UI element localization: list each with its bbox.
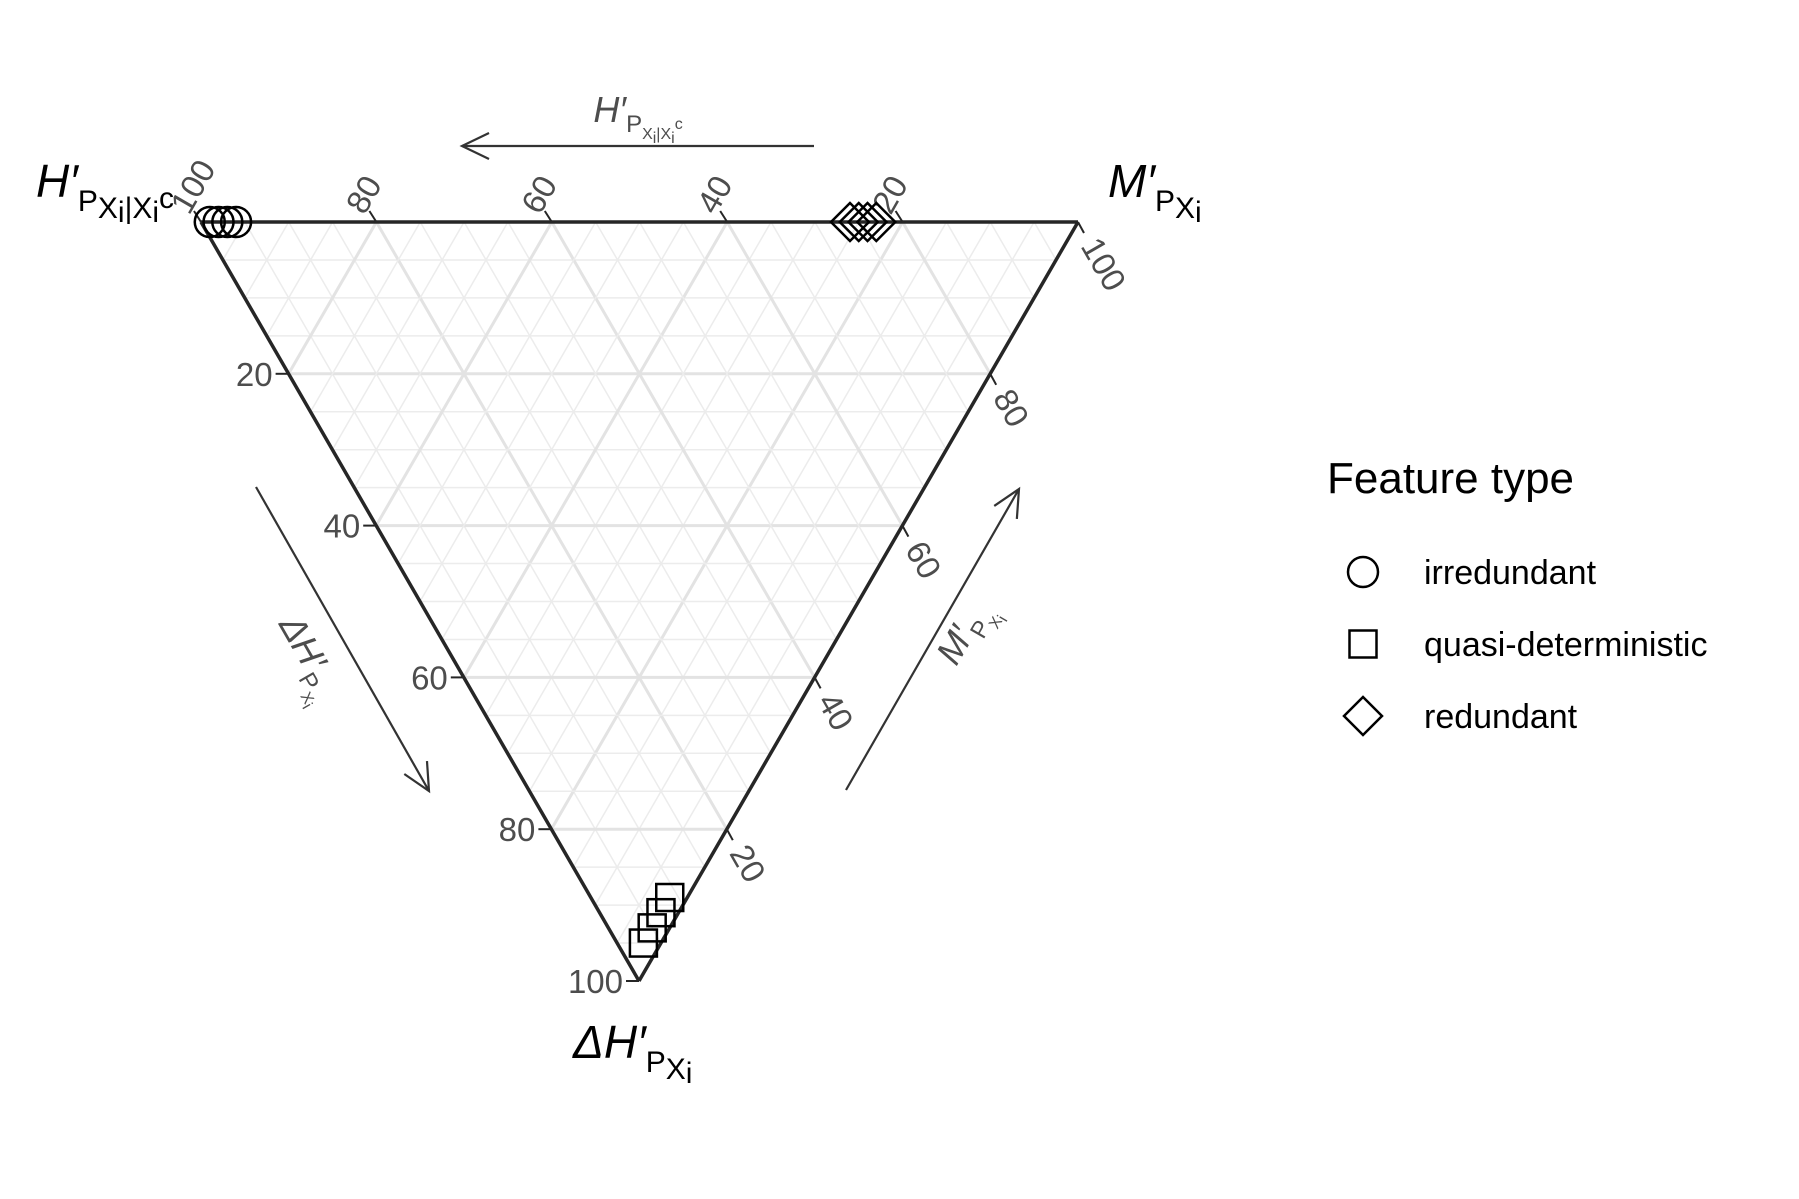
tick-mark-m-80 [989, 373, 998, 386]
grid-line-h-35 [485, 221, 772, 716]
tick-mark-h-40 [719, 210, 729, 223]
grid-line-h-25 [528, 221, 860, 792]
tick-label-h-80: 80 [338, 169, 388, 219]
tick-label-m-100: 100 [1074, 231, 1134, 297]
tick-mark-m-100 [1077, 221, 1085, 234]
grid-line-m-25 [419, 221, 750, 792]
point-irredundant-1 [202, 205, 235, 239]
point-redundant-1 [837, 201, 880, 243]
grid-line-m-5 [244, 221, 662, 944]
tick-label-dh-20: 20 [236, 356, 273, 393]
grid-line-m-15 [331, 221, 706, 868]
grid-line-h-90 [244, 221, 290, 299]
legend: Feature type irredundant quasi-determinist… [1327, 454, 1707, 737]
tick-label-dh-60: 60 [411, 659, 448, 696]
tick-mark-m-40 [813, 676, 822, 689]
grid-line-m-75 [858, 221, 969, 413]
arrow-left-head [403, 760, 431, 794]
legend-label-irredundant: irredundant [1424, 554, 1597, 592]
point-quasi-deterministic-2 [637, 913, 667, 943]
corner-label-top-right: M′PXi [1108, 155, 1202, 229]
tick-label-m-80: 80 [986, 383, 1036, 433]
point-redundant-2 [846, 201, 889, 243]
grid-line-h-5 [616, 221, 1035, 944]
corner-labels: H′PXi|Xic M′PXi ΔH′PXi [36, 155, 1202, 1090]
tick-label-h-40: 40 [689, 169, 739, 219]
arrow-right-shaft [845, 488, 1020, 791]
grid-line-h-85 [266, 221, 334, 337]
triangle-frame [199, 220, 1080, 982]
data-points [193, 201, 898, 958]
tick-label-m-40: 40 [811, 686, 861, 736]
grid-line-h-60 [374, 221, 554, 527]
point-quasi-deterministic-1 [646, 897, 676, 928]
tick-mark-h-20 [894, 210, 904, 223]
tick-label-h-20: 20 [865, 169, 915, 219]
frame-right-edge [637, 221, 1080, 982]
frame-left-edge [199, 221, 641, 982]
point-irredundant-3 [219, 205, 253, 239]
grid-line-h-75 [309, 221, 421, 413]
legend-label-quasi-deterministic: quasi-deterministic [1424, 626, 1707, 664]
tick-label-dh-80: 80 [499, 811, 536, 848]
corner-label-top-left: H′PXi|Xic [36, 155, 174, 229]
point-irredundant-2 [211, 205, 244, 239]
legend-key-irredundant [1346, 555, 1380, 589]
grid-line-m-60 [725, 221, 904, 527]
tick-label-m-60: 60 [898, 535, 948, 585]
grid-line-h-50 [419, 221, 641, 602]
arrow-right-head [993, 486, 1021, 520]
grid-line-m-80 [901, 221, 992, 375]
grid-line-m-65 [770, 221, 925, 489]
arrow-label-left: ΔH′PXi [256, 607, 350, 712]
tick-label-dh-100: 100 [568, 963, 623, 1000]
tick-mark-h-100 [193, 210, 202, 223]
grid-line-m-35 [507, 221, 794, 716]
grid-line-h-80 [287, 221, 378, 375]
grid-line-m-70 [814, 221, 947, 451]
corner-label-bottom: ΔH′PXi [572, 1016, 692, 1090]
tick-label-dh-40: 40 [323, 508, 360, 545]
legend-title: Feature type [1327, 454, 1574, 503]
tick-mark-h-80 [368, 210, 378, 223]
grid-line-h-55 [397, 221, 597, 564]
legend-key-quasi-deterministic [1348, 629, 1378, 659]
tick-label-m-20: 20 [723, 838, 773, 888]
grid-line-m-85 [945, 221, 1013, 337]
grid-line-h-70 [331, 221, 465, 451]
tick-mark-h-60 [543, 210, 553, 223]
grid-line-m-90 [989, 221, 1035, 299]
point-redundant-3 [855, 201, 898, 243]
legend-key-redundant [1342, 695, 1384, 737]
grid-line-m-45 [595, 221, 838, 640]
arrow-label-top: H′PXi|Xic [593, 89, 682, 147]
grid [222, 221, 1057, 944]
arrow-top-head [459, 131, 490, 161]
grid-line-m-55 [682, 221, 882, 564]
arrow-label-right: M′PXi [928, 592, 1012, 679]
arrow-left-shaft [255, 486, 430, 792]
grid-line-h-65 [353, 221, 509, 489]
tick-label-h-60: 60 [514, 169, 564, 219]
legend-label-redundant: redundant [1424, 698, 1578, 736]
grid-line-h-45 [441, 221, 684, 640]
point-quasi-deterministic-3 [628, 928, 659, 958]
point-irredundant-0 [193, 205, 227, 239]
point-quasi-deterministic-0 [655, 882, 685, 913]
grid-line-m-95 [1033, 221, 1057, 261]
tick-mark-m-60 [901, 525, 910, 538]
grid-line-m-50 [638, 221, 860, 602]
grid-line-h-15 [572, 221, 948, 868]
tick-mark-m-20 [725, 828, 734, 841]
